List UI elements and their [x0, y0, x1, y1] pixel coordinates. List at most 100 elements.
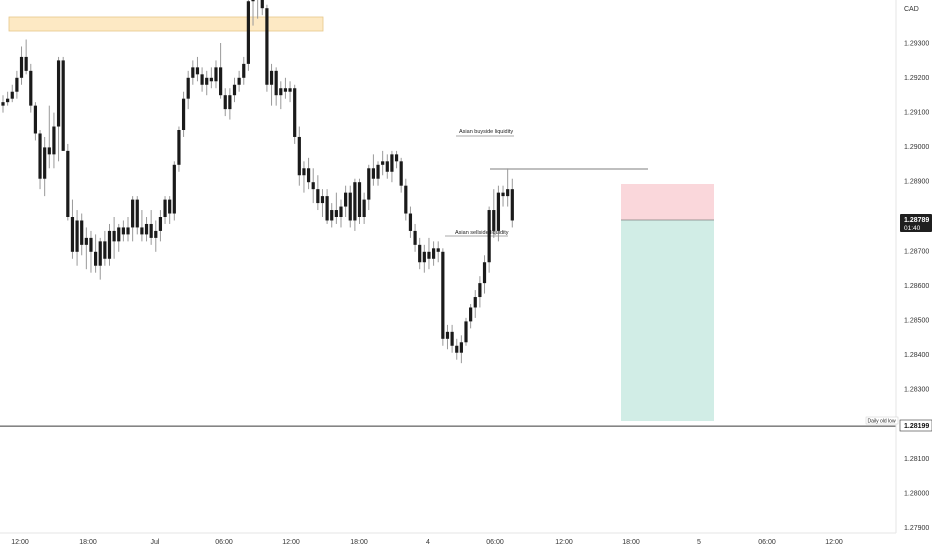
- candle-body[interactable]: [339, 206, 343, 217]
- take-profit-zone[interactable]: [621, 220, 714, 421]
- candle-body[interactable]: [112, 230, 116, 242]
- candle-body[interactable]: [103, 241, 107, 259]
- candle-body[interactable]: [436, 248, 440, 252]
- candle-body[interactable]: [66, 150, 70, 217]
- candle-body[interactable]: [121, 227, 125, 235]
- supply-zone[interactable]: [8, 16, 324, 32]
- candle-body[interactable]: [163, 199, 167, 217]
- candle-body[interactable]: [70, 217, 75, 252]
- candle-body[interactable]: [135, 199, 139, 228]
- candle-body[interactable]: [399, 161, 403, 186]
- candle-body[interactable]: [506, 189, 510, 197]
- candle-body[interactable]: [362, 199, 366, 217]
- candle-body[interactable]: [154, 230, 158, 238]
- candle-body[interactable]: [84, 237, 88, 245]
- candle-body[interactable]: [228, 95, 232, 110]
- candle-body[interactable]: [455, 345, 459, 353]
- candle-body[interactable]: [492, 210, 496, 231]
- candle-body[interactable]: [52, 126, 56, 155]
- last-price-marker[interactable]: [900, 214, 932, 232]
- candle-body[interactable]: [390, 154, 394, 172]
- candle-body[interactable]: [381, 161, 385, 165]
- candle-body[interactable]: [107, 230, 112, 259]
- candle-body[interactable]: [43, 147, 47, 179]
- candle-body[interactable]: [357, 182, 362, 217]
- candle-body[interactable]: [427, 251, 431, 259]
- candle-body[interactable]: [29, 70, 33, 106]
- candle-body[interactable]: [214, 67, 218, 82]
- candle-body[interactable]: [158, 217, 163, 231]
- candle-body[interactable]: [478, 283, 482, 298]
- candle-body[interactable]: [140, 227, 144, 235]
- candle-body[interactable]: [242, 63, 246, 78]
- candle-body[interactable]: [177, 130, 181, 165]
- candle-body[interactable]: [1, 102, 5, 106]
- candle-body[interactable]: [38, 133, 42, 179]
- candle-body[interactable]: [464, 321, 468, 343]
- candle-body[interactable]: [200, 74, 204, 85]
- candle-body[interactable]: [279, 88, 283, 96]
- candle-body[interactable]: [75, 220, 79, 252]
- candle-body[interactable]: [19, 56, 24, 78]
- candle-body[interactable]: [237, 77, 241, 85]
- candle-body[interactable]: [260, 0, 264, 9]
- candle-body[interactable]: [181, 98, 186, 130]
- candle-body[interactable]: [33, 105, 38, 134]
- candle-body[interactable]: [10, 91, 14, 99]
- candle-body[interactable]: [330, 210, 334, 221]
- candle-body[interactable]: [408, 213, 413, 231]
- candle-body[interactable]: [172, 164, 176, 214]
- candle-body[interactable]: [223, 95, 227, 110]
- candle-body[interactable]: [418, 244, 422, 263]
- candle-body[interactable]: [251, 0, 255, 2]
- candle-body[interactable]: [371, 168, 375, 179]
- candle-body[interactable]: [404, 185, 408, 214]
- candle-body[interactable]: [126, 227, 130, 235]
- candle-body[interactable]: [459, 342, 463, 353]
- candle-body[interactable]: [117, 227, 121, 242]
- candle-body[interactable]: [334, 210, 338, 217]
- candle-body[interactable]: [348, 192, 352, 221]
- candle-body[interactable]: [144, 223, 149, 235]
- candle-body[interactable]: [269, 70, 274, 85]
- candle-body[interactable]: [191, 67, 195, 78]
- candle-body[interactable]: [94, 251, 98, 266]
- candle-body[interactable]: [422, 251, 426, 263]
- candle-body[interactable]: [195, 67, 200, 75]
- candle-body[interactable]: [15, 77, 19, 92]
- candle-body[interactable]: [24, 56, 28, 71]
- candle-body[interactable]: [293, 88, 297, 137]
- candle-body[interactable]: [316, 189, 320, 204]
- candle-body[interactable]: [376, 164, 380, 179]
- candle-body[interactable]: [413, 230, 417, 245]
- candle-body[interactable]: [274, 70, 278, 96]
- candle-body[interactable]: [186, 77, 190, 99]
- candle-body[interactable]: [98, 241, 102, 266]
- candle-body[interactable]: [149, 223, 153, 238]
- candle-body[interactable]: [89, 237, 93, 252]
- candle-body[interactable]: [469, 307, 473, 322]
- candle-body[interactable]: [482, 262, 487, 284]
- candle-body[interactable]: [311, 182, 315, 190]
- candle-body[interactable]: [496, 192, 501, 231]
- candle-body[interactable]: [385, 161, 389, 172]
- candle-body[interactable]: [232, 84, 237, 96]
- candle-body[interactable]: [6, 98, 10, 103]
- candle-body[interactable]: [288, 88, 292, 92]
- candle-body[interactable]: [353, 182, 357, 221]
- candle-body[interactable]: [441, 251, 445, 339]
- candle-body[interactable]: [445, 331, 450, 339]
- candle-body[interactable]: [297, 136, 301, 176]
- candle-body[interactable]: [265, 8, 269, 85]
- candle-body[interactable]: [61, 60, 65, 151]
- candle-body[interactable]: [205, 77, 209, 85]
- candle-body[interactable]: [320, 196, 325, 204]
- candle-body[interactable]: [283, 88, 288, 92]
- candle-body[interactable]: [510, 189, 514, 221]
- candle-body[interactable]: [473, 297, 477, 308]
- candle-body[interactable]: [450, 331, 454, 346]
- candle-body[interactable]: [344, 192, 348, 207]
- stop-loss-zone[interactable]: [621, 184, 714, 220]
